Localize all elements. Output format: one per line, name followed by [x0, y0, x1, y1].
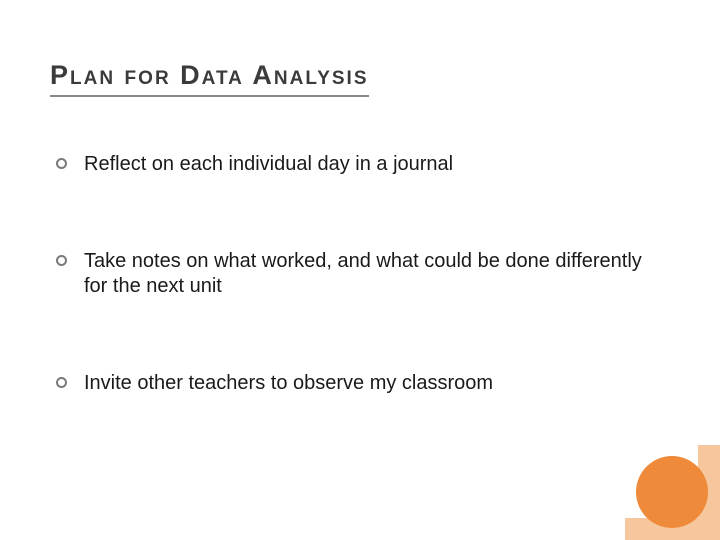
bullet-ring-icon: [56, 255, 67, 266]
list-item: Take notes on what worked, and what coul…: [56, 249, 670, 299]
accent-circle-icon: [636, 456, 708, 528]
list-item: Reflect on each individual day in a jour…: [56, 152, 670, 177]
list-item: Invite other teachers to observe my clas…: [56, 371, 670, 396]
slide: Plan for Data Analysis Reflect on each i…: [0, 0, 720, 540]
bullet-list: Reflect on each individual day in a jour…: [50, 152, 670, 396]
bullet-ring-icon: [56, 158, 67, 169]
list-item-text: Take notes on what worked, and what coul…: [84, 250, 642, 297]
list-item-text: Reflect on each individual day in a jour…: [84, 153, 453, 175]
bullet-ring-icon: [56, 377, 67, 388]
slide-title: Plan for Data Analysis: [50, 60, 369, 97]
list-item-text: Invite other teachers to observe my clas…: [84, 372, 493, 394]
corner-accent: [625, 445, 720, 540]
